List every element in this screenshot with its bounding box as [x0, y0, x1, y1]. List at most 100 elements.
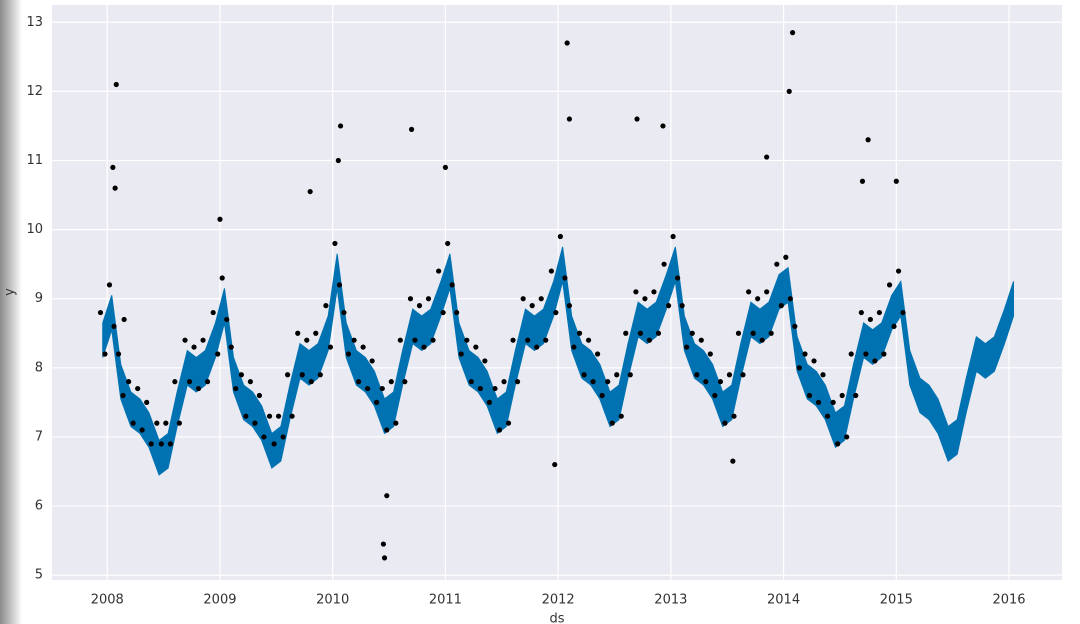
data-point: [759, 337, 765, 343]
data-point: [163, 420, 169, 426]
data-point: [388, 379, 394, 385]
data-point: [384, 427, 390, 433]
data-point: [529, 303, 535, 309]
data-point: [623, 330, 629, 336]
data-point: [792, 323, 798, 329]
data-point: [345, 351, 352, 357]
y-tick-label: 7: [35, 429, 43, 444]
data-point: [374, 399, 380, 405]
data-point: [154, 420, 160, 426]
data-point: [646, 337, 653, 343]
x-tick-label: 2013: [654, 593, 687, 608]
data-point: [430, 337, 436, 343]
data-point: [538, 296, 544, 302]
data-point: [876, 309, 882, 316]
data-point: [764, 154, 770, 160]
data-point: [585, 337, 592, 343]
data-point: [449, 282, 455, 288]
data-point: [442, 164, 449, 171]
data-point: [275, 413, 282, 419]
data-point: [323, 303, 329, 309]
data-point: [97, 309, 104, 316]
data-point: [336, 282, 343, 288]
marks: [97, 30, 1015, 561]
x-tick-label: 2015: [880, 593, 913, 608]
data-point: [514, 379, 521, 385]
data-point: [564, 40, 570, 46]
data-point: [581, 372, 587, 378]
data-point: [627, 372, 633, 378]
y-tick-label: 5: [35, 568, 43, 583]
x-tick-label: 2011: [429, 593, 462, 608]
data-point: [811, 358, 817, 364]
data-point: [224, 316, 230, 323]
data-point: [651, 289, 657, 295]
data-point: [295, 330, 301, 336]
data-point: [655, 330, 662, 336]
data-point: [332, 240, 338, 247]
data-point: [304, 337, 310, 343]
data-point: [167, 441, 173, 447]
data-point: [735, 330, 742, 336]
data-point: [379, 385, 385, 392]
data-point: [482, 358, 488, 364]
x-tick-label: 2016: [992, 593, 1025, 608]
data-point: [510, 337, 516, 343]
data-point: [501, 379, 507, 385]
data-point: [356, 379, 362, 385]
data-point: [477, 385, 483, 392]
data-point: [609, 420, 615, 426]
data-point: [881, 351, 887, 357]
data-point: [215, 351, 221, 357]
data-point: [789, 30, 796, 36]
data-point: [830, 399, 836, 405]
window-edge: [0, 0, 22, 624]
data-point: [712, 392, 718, 399]
data-point: [778, 303, 784, 309]
data-point: [112, 185, 118, 191]
data-point: [238, 372, 244, 378]
data-point: [689, 330, 695, 336]
data-point: [594, 351, 601, 357]
data-point: [505, 420, 512, 426]
data-point: [768, 330, 774, 336]
data-point: [135, 385, 141, 392]
data-point: [317, 372, 323, 378]
data-point: [764, 289, 770, 295]
data-point: [233, 385, 239, 392]
data-point: [599, 392, 605, 399]
data-point: [228, 344, 234, 350]
data-point: [102, 351, 108, 357]
data-point: [110, 164, 116, 171]
data-point: [858, 309, 864, 316]
forecast-band: [102, 246, 1015, 476]
data-point: [571, 344, 577, 350]
data-point: [614, 372, 620, 378]
data-point: [458, 351, 464, 357]
data-point: [360, 344, 366, 350]
data-point: [755, 296, 761, 302]
data-point: [393, 420, 399, 426]
data-point: [299, 372, 305, 378]
data-point: [384, 493, 390, 499]
data-point: [670, 233, 676, 240]
data-point: [815, 399, 822, 405]
data-point: [675, 275, 681, 281]
data-point: [486, 399, 492, 405]
data-point: [839, 392, 845, 399]
data-point: [660, 123, 666, 129]
data-point: [796, 365, 802, 371]
y-tick-label: 12: [26, 84, 43, 99]
data-point: [148, 441, 154, 447]
data-point: [284, 372, 291, 378]
data-point: [313, 330, 319, 336]
data-point: [182, 337, 188, 343]
data-point: [893, 178, 899, 184]
data-point: [464, 337, 470, 343]
data-point: [786, 88, 792, 94]
data-point: [204, 379, 211, 385]
data-point: [380, 541, 387, 547]
data-point: [407, 296, 414, 302]
data-point: [553, 309, 559, 316]
data-point: [126, 379, 132, 385]
